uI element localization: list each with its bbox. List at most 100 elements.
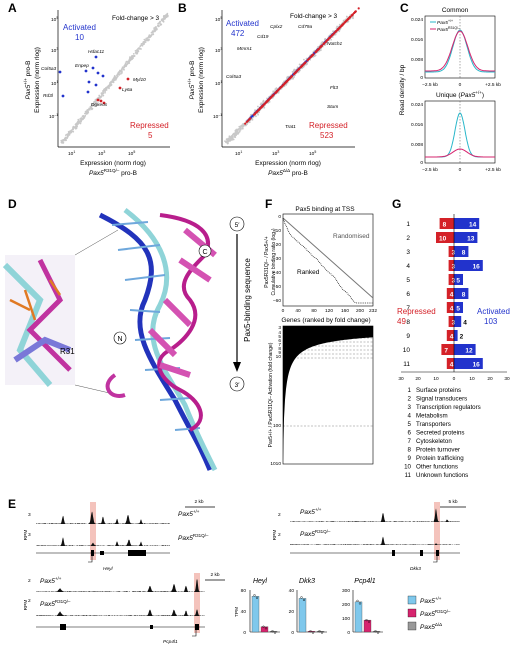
activated-value: 4	[463, 320, 467, 327]
scatter-point	[137, 50, 140, 53]
category-label: 8	[406, 319, 410, 326]
scatter-point	[149, 36, 151, 39]
repressed-point	[280, 85, 283, 88]
dkk3-mut-label: Pax5R31Q/–	[300, 529, 331, 538]
legend-item: Transporters	[416, 421, 451, 428]
scatter-point	[132, 53, 135, 55]
svg-text:6: 6	[278, 338, 281, 344]
panel-b-repressed-label: Repressed	[309, 121, 348, 130]
panel-a-xlabel: Expression (norm rlog)	[80, 160, 146, 167]
svg-text:103: 103	[51, 47, 58, 54]
panel-a-ylabel2: Expression (norm rlog)	[34, 47, 41, 113]
repressed-bar	[441, 344, 454, 355]
residue-label: R31	[60, 347, 75, 356]
pcp4l1-wt-label: Pax5+/+	[40, 576, 62, 585]
scatter-point	[100, 95, 103, 97]
replicate-point	[374, 630, 377, 633]
scatter-point	[305, 57, 308, 60]
ranked-curve	[282, 217, 373, 304]
scatter-point	[129, 58, 132, 61]
panel-b-activated-label: Activated	[226, 19, 259, 28]
repressed-point	[357, 7, 360, 10]
scatter-point	[334, 33, 337, 36]
scatter-point	[77, 119, 80, 122]
gene-label-ly6a: Ly6a	[122, 87, 133, 93]
panel-f-title: Pax5 binding at TSS	[295, 206, 355, 213]
panel-a-activated-count: 10	[75, 33, 84, 42]
svg-text:40: 40	[289, 588, 295, 594]
scatter-point	[141, 44, 144, 47]
repressed-point	[294, 72, 297, 75]
scatter-point	[102, 94, 105, 97]
scatter-point	[237, 129, 239, 132]
scatter-point	[121, 67, 123, 70]
category-label: 10	[403, 347, 411, 354]
replicate-point	[311, 631, 315, 634]
gene-label-notch1: Notch1	[327, 41, 343, 47]
scatter-point	[131, 57, 134, 60]
panel-d-inset: R31	[2, 255, 75, 387]
repressed-point	[338, 26, 341, 29]
panel-c-ylabel: Read density / bp	[399, 64, 406, 115]
scatter-point	[142, 41, 145, 44]
scatter-point	[317, 45, 320, 48]
activated-bar	[454, 344, 476, 355]
activated-point	[87, 80, 91, 84]
scatter-point	[65, 139, 67, 142]
svg-text:10: 10	[276, 354, 282, 360]
activated-value: 5	[456, 278, 460, 285]
legend-number: 2	[408, 396, 412, 403]
svg-text:101: 101	[51, 80, 58, 87]
scatter-point	[76, 122, 79, 125]
svg-text:10–1: 10–1	[49, 113, 58, 120]
replicate-point	[253, 594, 256, 597]
svg-text:30: 30	[398, 376, 404, 382]
tpm-legend-ko: Pax5Δ/Δ	[420, 622, 442, 631]
scatter-point	[325, 43, 327, 45]
svg-text:20: 20	[415, 376, 421, 382]
scatter-point	[152, 33, 155, 36]
panel-g: G 1 8 142 10 133 3 84 3 165 3 56 4 87 4 58 3 49 4 210 7 1211…	[392, 197, 510, 479]
dkk3-gene-label: Dkk3	[410, 566, 421, 572]
scatter-point	[79, 118, 81, 120]
scatter-point	[166, 12, 169, 15]
scatter-point	[143, 43, 145, 45]
repressed-point	[263, 103, 266, 106]
repressed-bar	[439, 218, 454, 229]
scatter-point	[266, 97, 268, 100]
legend-item: Cytoskeleton	[416, 438, 452, 445]
repressed-bar	[446, 358, 454, 369]
category-label: 2	[406, 235, 410, 242]
svg-text:10: 10	[433, 376, 439, 382]
replicate-point	[367, 620, 371, 623]
scatter-point	[231, 137, 234, 140]
scatter-point	[254, 109, 256, 111]
repressed-point	[328, 37, 331, 40]
repressed-point	[268, 97, 271, 100]
panel-e: E 2 kb 3 3 RPM Pax5+/+ Pax5R31Q/– Heyl 5…	[8, 497, 466, 645]
scatter-point	[306, 62, 308, 65]
repressed-point	[322, 42, 325, 46]
repressed-point	[320, 44, 323, 48]
svg-text:80: 80	[311, 308, 317, 314]
scatter-point	[324, 37, 327, 40]
repressed-point	[258, 107, 262, 110]
scatter-point	[103, 88, 106, 90]
bar-chart-title-pcp4l1: Pcp4l1	[354, 578, 376, 585]
svg-text:300: 300	[342, 588, 350, 594]
replicate-point	[264, 627, 268, 630]
scatter-point	[161, 19, 164, 22]
pcp4l1-gene-label: Pcp4l1	[163, 639, 178, 645]
scatter-point	[159, 21, 162, 23]
activated-total-label: Activated	[477, 307, 510, 316]
scatter-point	[92, 104, 95, 106]
scatter-point	[80, 117, 83, 120]
scatter-point	[109, 83, 112, 86]
activation-fold-change-bars	[283, 326, 373, 461]
repressed-point	[102, 101, 106, 105]
category-label: 7	[406, 305, 410, 312]
legend-number: 7	[408, 438, 412, 445]
activated-value: 5	[456, 306, 460, 313]
replicate-point	[309, 630, 312, 633]
three-prime-label: 3′	[235, 382, 241, 389]
